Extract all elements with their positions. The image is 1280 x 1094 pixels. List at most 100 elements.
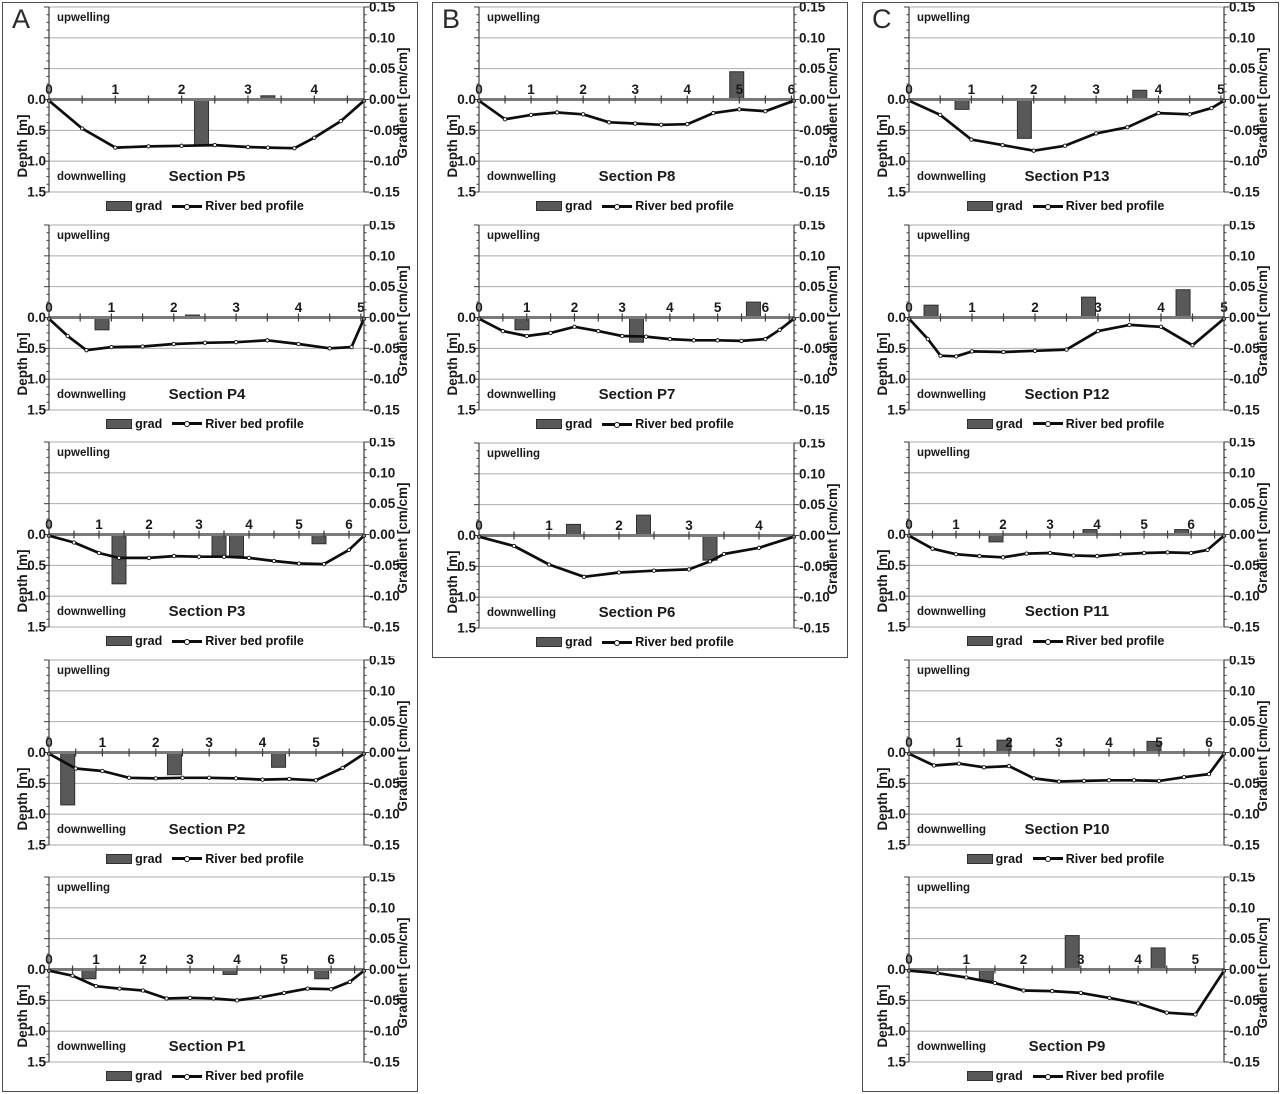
river-bed-profile-swatch-icon xyxy=(602,421,633,428)
river-bed-profile-swatch-icon xyxy=(172,856,203,863)
upwelling-label: upwelling xyxy=(487,448,540,460)
grad-legend-item: grad xyxy=(106,1069,162,1083)
profile-marker xyxy=(187,996,193,1001)
grad-bar xyxy=(636,514,651,537)
left-axis: 0.0 0.5 1.0 1.5 xyxy=(887,659,910,852)
depth-tick-label: 0.0 xyxy=(457,528,476,543)
gradient-tick-label: -0.10 xyxy=(1229,589,1260,604)
depth-tick-label: 1.5 xyxy=(27,402,46,417)
x-tick-label: 4 xyxy=(245,517,253,532)
depth-tick-label: 0.5 xyxy=(27,123,46,138)
chart-legend: grad River bed profile xyxy=(3,196,407,216)
depth-tick-label: 1.5 xyxy=(27,1055,46,1070)
left-axis: 0.0 0.5 1.0 1.5 xyxy=(27,659,50,852)
chart-legend: grad River bed profile xyxy=(863,414,1268,434)
profile-marker xyxy=(140,343,145,349)
x-tick-label: 5 xyxy=(736,82,744,97)
panel-a-charts: 012340.00.51.01.50.150.100.050.00-0.05-0… xyxy=(3,3,417,1091)
grad-legend-item: grad xyxy=(536,635,592,649)
x-tick-label: 4 xyxy=(233,952,241,967)
gradient-tick-label: 0.15 xyxy=(369,656,396,668)
profile-marker xyxy=(211,996,216,1002)
river-bed-profile-swatch-icon xyxy=(602,203,633,210)
gradient-tick-label: -0.05 xyxy=(369,776,400,791)
depth-tick-label: 1.5 xyxy=(27,185,46,200)
gradient-tick-label: -0.10 xyxy=(799,372,830,387)
depth-tick-label: 0.0 xyxy=(457,310,476,325)
profile-marker xyxy=(581,574,587,579)
profile-marker xyxy=(548,330,553,336)
river-bed-profile-legend-item: River bed profile xyxy=(602,635,734,649)
right-axis: 0.15 0.10 0.05 0.00 -0.05 -0.10 -0.15 xyxy=(793,3,830,200)
chart-section-p12: 0123450.00.51.01.50.150.100.050.00-0.05-… xyxy=(863,221,1278,439)
gradient-tick-label: -0.05 xyxy=(1229,776,1260,791)
gradient-tick-label: 0.15 xyxy=(799,3,826,15)
depth-tick-label: 0.0 xyxy=(887,962,906,977)
depth-tick-label: 1.0 xyxy=(457,154,476,169)
downwelling-label: downwelling xyxy=(917,171,986,183)
gradient-tick-label: 0.05 xyxy=(369,714,396,729)
x-tick-label: 4 xyxy=(666,300,674,315)
right-axis: 0.15 0.10 0.05 0.00 -0.05 -0.10 -0.15 xyxy=(1223,873,1260,1070)
chart-legend: grad River bed profile xyxy=(433,414,837,434)
profile-marker xyxy=(620,333,625,339)
profile-marker xyxy=(1006,763,1012,768)
x-tick-label: 2 xyxy=(152,735,160,750)
profile-marker xyxy=(596,328,601,334)
right-axis: 0.15 0.10 0.05 0.00 -0.05 -0.10 -0.15 xyxy=(1223,3,1260,200)
profile-marker xyxy=(1001,349,1006,354)
x-tick-label: 5 xyxy=(1192,952,1200,967)
profile-marker xyxy=(931,763,937,768)
gradient-axis-title: Gradient [cm/cm] xyxy=(395,918,410,1029)
gradient-axis-title: Gradient [cm/cm] xyxy=(825,483,840,594)
gradient-tick-label: 0.10 xyxy=(1229,466,1255,481)
x-tick-label: 4 xyxy=(259,735,267,750)
profile-marker xyxy=(321,562,327,567)
chart-canvas: 01234560.00.51.01.50.150.100.050.00-0.05… xyxy=(875,438,1270,635)
depth-tick-label: 0.5 xyxy=(887,123,906,138)
panel-a-label: A xyxy=(12,4,31,34)
profile-marker xyxy=(109,344,114,349)
x-tick-label: 6 xyxy=(788,82,796,97)
depth-tick-label: 0.5 xyxy=(887,558,906,573)
depth-axis-title: Depth [m] xyxy=(15,332,30,395)
gradient-tick-label: -0.15 xyxy=(1229,185,1260,200)
profile-marker xyxy=(207,775,212,780)
profile-marker xyxy=(667,336,673,342)
depth-tick-label: 0.5 xyxy=(27,776,46,791)
chart-title: Section P9 xyxy=(1029,1038,1106,1055)
upwelling-label: upwelling xyxy=(917,665,970,677)
profile-marker xyxy=(651,568,657,573)
grad-bar xyxy=(1016,99,1032,139)
grad-bars xyxy=(566,514,718,561)
right-axis: 0.15 0.10 0.05 0.00 -0.05 -0.10 -0.15 xyxy=(363,873,400,1070)
left-axis: 0.0 0.5 1.0 1.5 xyxy=(457,224,480,418)
x-tick-label: 5 xyxy=(357,300,365,315)
chart-section-p4: 0123450.00.51.01.50.150.100.050.00-0.05-… xyxy=(3,221,417,439)
gradient-axis-title: Gradient [cm/cm] xyxy=(825,265,840,376)
gradient-tick-label: -0.05 xyxy=(1229,340,1260,355)
x-axis: 012345 xyxy=(45,735,364,757)
chart-legend: grad River bed profile xyxy=(433,196,837,216)
chart-canvas: 0123450.00.51.01.50.150.100.050.00-0.05-… xyxy=(875,221,1270,418)
gradient-tick-label: -0.05 xyxy=(1229,123,1260,138)
gradient-tick-label: 0.00 xyxy=(1229,310,1255,325)
river-bed-profile-legend-item: River bed profile xyxy=(1032,199,1164,213)
profile-marker xyxy=(349,344,354,349)
upwelling-label: upwelling xyxy=(57,665,110,677)
chart-title: Section P4 xyxy=(169,386,246,403)
depth-axis-title: Depth [m] xyxy=(15,115,30,178)
x-tick-label: 4 xyxy=(1134,952,1142,967)
gradient-tick-label: -0.10 xyxy=(369,154,400,169)
x-tick-label: 2 xyxy=(571,300,579,315)
x-tick-label: 2 xyxy=(170,300,178,315)
gradient-tick-label: 0.15 xyxy=(369,3,396,15)
gradient-tick-label: 0.00 xyxy=(799,310,825,325)
river-bed-profile-swatch-icon xyxy=(172,421,203,428)
grad-legend-label: grad xyxy=(135,416,163,431)
gradient-tick-label: 0.05 xyxy=(799,497,826,512)
depth-tick-label: 1.5 xyxy=(27,837,46,852)
river-bed-profile-legend-label: River bed profile xyxy=(635,417,734,431)
chart-title: Section P13 xyxy=(1024,168,1109,185)
grad-swatch-icon xyxy=(106,418,133,429)
